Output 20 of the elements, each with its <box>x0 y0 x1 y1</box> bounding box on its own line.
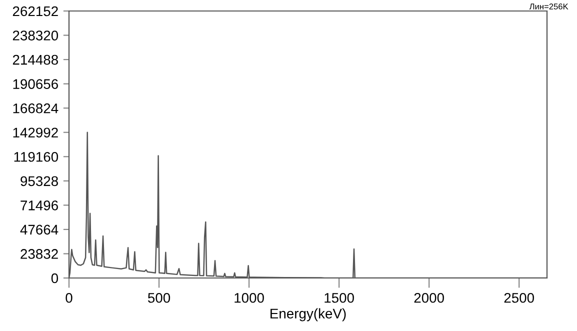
y-tick-label: 0 <box>51 273 58 284</box>
y-tick-label: 95328 <box>20 176 58 186</box>
y-tick-label: 23832 <box>20 249 58 259</box>
y-tick-label: 119160 <box>14 152 58 162</box>
x-tick-label: 1500 <box>324 292 354 303</box>
x-axis-title: Energy(keV) <box>270 308 346 322</box>
y-tick-label: 166824 <box>13 103 58 114</box>
x-tick-label: 0 <box>66 292 72 303</box>
y-tick-label: 142992 <box>13 128 58 138</box>
x-tick-label: 1000 <box>234 292 264 303</box>
y-tick-label: 238320 <box>12 30 58 40</box>
x-tick-label: 2000 <box>414 292 444 303</box>
y-tick-label: 190656 <box>13 79 58 89</box>
y-tick-label: 71496 <box>20 200 58 210</box>
y-tick-label: 47664 <box>20 224 58 235</box>
y-tick-label: 214488 <box>12 54 58 65</box>
x-tick-label: 2500 <box>504 292 534 303</box>
y-tick-label: 262152 <box>12 6 58 16</box>
text: Лин=256K <box>529 4 568 10</box>
x-tick-label: 500 <box>148 292 170 303</box>
